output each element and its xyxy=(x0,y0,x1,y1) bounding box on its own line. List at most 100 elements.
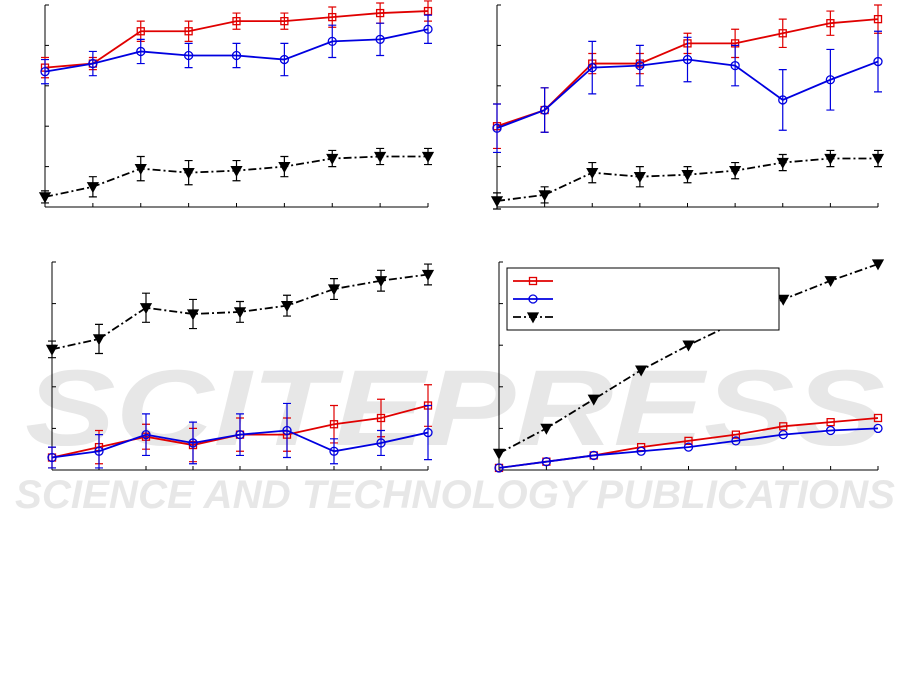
marker xyxy=(825,425,836,436)
marker xyxy=(778,429,788,440)
error-bar xyxy=(283,402,291,459)
marker xyxy=(421,151,435,163)
marker xyxy=(327,36,337,47)
error-bar xyxy=(232,42,241,69)
marker xyxy=(587,394,600,406)
series-line xyxy=(498,427,879,469)
marker xyxy=(871,259,885,271)
marker xyxy=(230,165,243,177)
marker xyxy=(778,95,788,105)
marker xyxy=(492,448,506,460)
watermark: SCITEPRESS xyxy=(25,347,885,468)
marker xyxy=(182,168,195,179)
marker xyxy=(184,27,193,36)
error-bar xyxy=(189,421,197,465)
error-bar xyxy=(184,42,193,69)
marker xyxy=(421,269,435,281)
marker xyxy=(94,446,104,456)
marker xyxy=(730,60,740,71)
marker xyxy=(326,153,339,165)
error-bar xyxy=(236,413,244,457)
marker xyxy=(873,14,883,24)
marker xyxy=(541,457,552,467)
marker xyxy=(376,413,386,423)
series-line xyxy=(498,263,879,455)
legend-marker xyxy=(526,312,540,324)
marker xyxy=(38,192,52,204)
marker xyxy=(136,27,145,36)
error-bar xyxy=(635,44,644,87)
marker xyxy=(873,56,883,67)
marker xyxy=(231,50,242,61)
error-bar xyxy=(376,22,385,57)
marker xyxy=(826,19,835,28)
marker xyxy=(633,172,646,184)
error-bar xyxy=(95,434,103,469)
error-bar xyxy=(328,24,337,59)
marker xyxy=(490,196,504,208)
marker xyxy=(589,450,599,461)
marker xyxy=(423,24,433,34)
marker xyxy=(328,12,337,22)
marker xyxy=(186,309,200,321)
marker xyxy=(873,423,883,434)
marker xyxy=(88,58,98,69)
error-bar xyxy=(377,429,385,457)
marker xyxy=(635,60,645,71)
error-bar xyxy=(826,48,835,111)
error-bar xyxy=(88,50,97,77)
error-bar xyxy=(540,87,549,133)
marker xyxy=(329,446,339,456)
marker xyxy=(139,303,153,315)
marker xyxy=(731,436,741,446)
marker xyxy=(636,446,646,456)
marker xyxy=(374,151,387,163)
marker xyxy=(329,420,339,429)
marker xyxy=(327,284,341,296)
marker xyxy=(540,423,553,435)
marker xyxy=(375,34,385,44)
marker xyxy=(280,17,289,26)
marker xyxy=(232,17,241,26)
error-bar xyxy=(778,69,787,131)
error-bar xyxy=(48,446,56,469)
error-bar xyxy=(280,12,289,30)
marker xyxy=(586,168,599,179)
marker xyxy=(374,276,388,288)
marker xyxy=(873,413,883,423)
marker xyxy=(423,427,433,438)
marker xyxy=(92,334,106,346)
marker xyxy=(45,344,59,356)
error-bar xyxy=(330,438,338,465)
marker xyxy=(824,153,837,165)
marker xyxy=(683,442,694,452)
marker xyxy=(682,54,693,65)
marker xyxy=(538,190,551,202)
marker xyxy=(282,425,292,436)
marker xyxy=(635,365,648,377)
marker xyxy=(492,123,502,133)
marker xyxy=(682,340,695,352)
error-bar xyxy=(232,12,241,30)
error-bar xyxy=(683,36,692,83)
error-bar xyxy=(874,30,882,93)
marker xyxy=(731,430,741,439)
error-bar xyxy=(424,14,432,44)
marker xyxy=(376,438,386,448)
marker xyxy=(134,163,147,175)
marker xyxy=(776,157,789,169)
error-bar xyxy=(136,38,145,65)
marker xyxy=(825,75,836,85)
error-bar xyxy=(424,404,432,461)
marker xyxy=(233,307,247,319)
marker xyxy=(826,418,835,427)
marker xyxy=(278,161,291,173)
marker xyxy=(86,182,99,194)
marker xyxy=(141,429,151,440)
marker xyxy=(681,170,694,182)
marker xyxy=(729,165,742,177)
error-bar xyxy=(41,58,49,85)
watermark: SCIENCE AND TECHNOLOGY PUBLICATIONS xyxy=(15,473,895,517)
